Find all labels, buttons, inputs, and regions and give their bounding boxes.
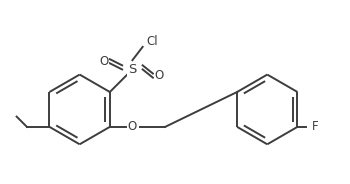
Text: F: F — [312, 120, 318, 133]
Text: S: S — [128, 63, 136, 76]
Text: O: O — [99, 55, 108, 68]
Text: O: O — [128, 120, 137, 133]
Text: O: O — [154, 69, 164, 82]
Text: Cl: Cl — [147, 35, 158, 48]
